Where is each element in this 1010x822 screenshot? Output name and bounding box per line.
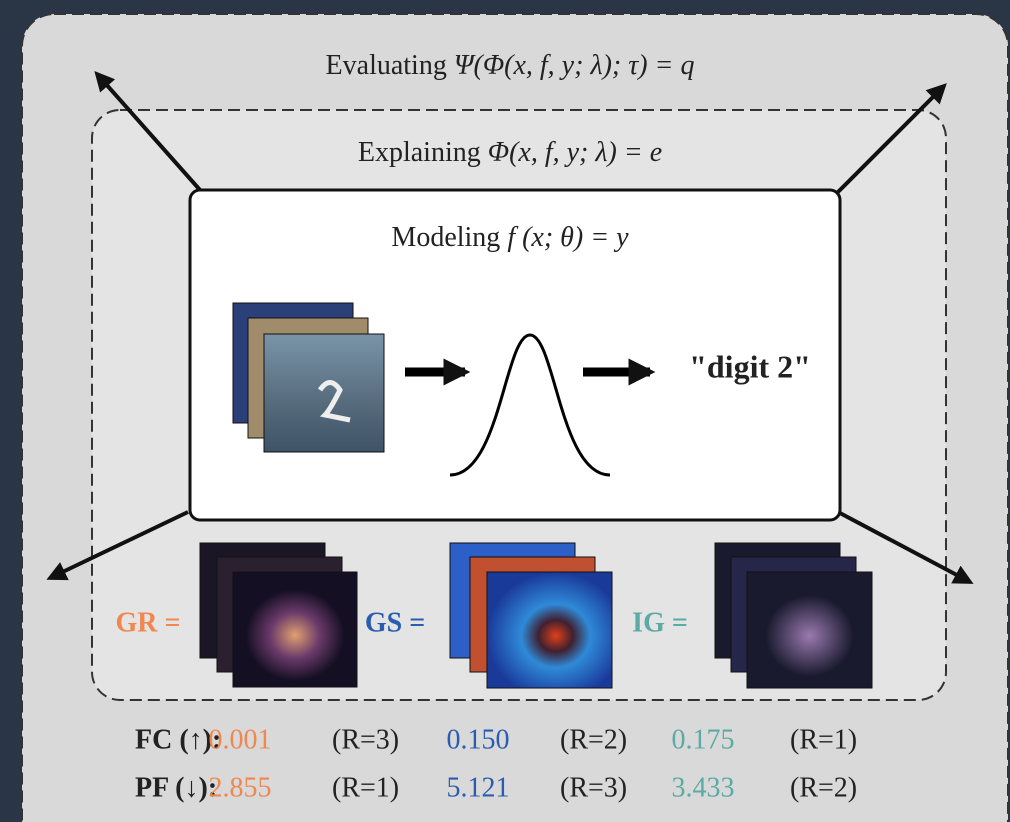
explaining-title: Explaining Φ(x, f, y; λ) = e [358, 137, 662, 168]
label: Explaining [358, 137, 481, 168]
metric-value: 2.855 [209, 772, 272, 803]
page: Evaluating Ψ(Φ(x, f, y; λ); τ) = q Expla… [0, 0, 1010, 822]
metric-value: 5.121 [447, 772, 510, 803]
metric-rank: (R=1) [332, 772, 399, 803]
diagram: Evaluating Ψ(Φ(x, f, y; λ); τ) = q Expla… [0, 0, 1010, 822]
ig-maps [715, 543, 872, 688]
evaluating-title: Evaluating Ψ(Φ(x, f, y; λ); τ) = q [326, 50, 695, 81]
label: Evaluating [326, 50, 447, 81]
method-label: GS = [365, 607, 425, 638]
metric-value: 0.175 [672, 724, 735, 755]
method-label: IG = [632, 607, 688, 638]
formula: Φ(x, f, y; λ) = e [488, 137, 662, 168]
metric-rank: (R=2) [560, 724, 627, 755]
formula: Ψ(Φ(x, f, y; λ); τ) = q [454, 50, 695, 81]
metric-value: 3.433 [672, 772, 735, 803]
metric-label: PF (↓): [135, 772, 217, 803]
input-images [233, 303, 384, 452]
metric-rank: (R=3) [332, 724, 399, 755]
metric-rank: (R=2) [790, 772, 857, 803]
formula: f (x; θ) = y [507, 222, 629, 253]
label: Modeling [391, 222, 500, 253]
metric-value: 0.150 [447, 724, 510, 755]
metric-rank: (R=3) [560, 772, 627, 803]
gr-maps [200, 543, 357, 687]
output-label: "digit 2" [689, 348, 811, 384]
modeling-title: Modeling f (x; θ) = y [391, 222, 629, 253]
metric-rank: (R=1) [790, 724, 857, 755]
metric-value: 0.001 [209, 724, 272, 755]
gs-maps [450, 543, 612, 688]
method-label: GR = [116, 607, 181, 638]
